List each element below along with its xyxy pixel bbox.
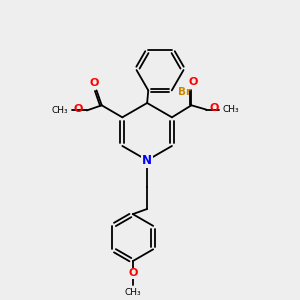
Text: CH₃: CH₃ bbox=[223, 105, 239, 114]
Text: O: O bbox=[210, 103, 219, 113]
Text: O: O bbox=[73, 104, 83, 114]
Text: CH₃: CH₃ bbox=[52, 106, 68, 115]
Text: O: O bbox=[189, 77, 198, 87]
Text: Br: Br bbox=[178, 87, 191, 97]
Text: O: O bbox=[128, 268, 137, 278]
Text: O: O bbox=[90, 78, 99, 88]
Text: CH₃: CH₃ bbox=[124, 288, 141, 297]
Text: N: N bbox=[142, 154, 152, 167]
